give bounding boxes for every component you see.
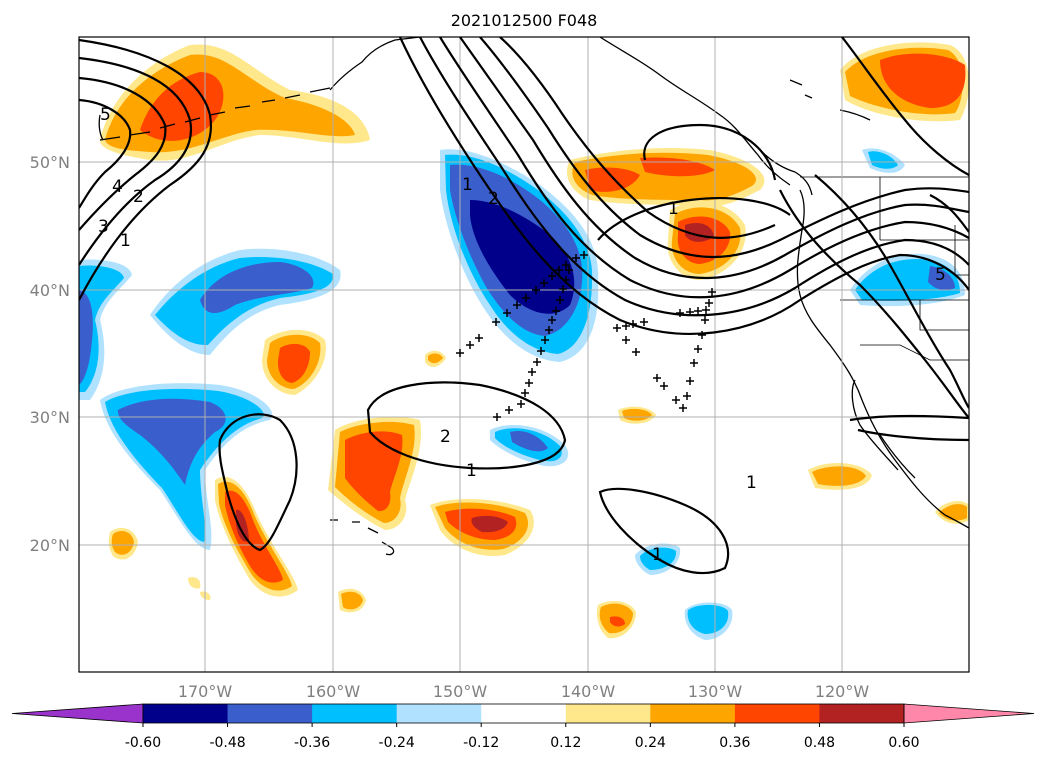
colorbar-ticks: -0.60 -0.48 -0.36 -0.24 -0.12 0.12 0.24 0.36 0.4… <box>125 723 920 751</box>
lat-label: 20°N <box>30 536 70 555</box>
lat-label: 50°N <box>30 153 70 172</box>
colorbar-tick-label: 0.24 <box>635 735 666 751</box>
lon-label: 120°W <box>815 682 870 701</box>
map-frame <box>78 36 970 673</box>
anomaly-shading <box>79 42 969 640</box>
lon-label: 170°W <box>178 682 233 701</box>
colorbar-tick-label: -0.36 <box>294 735 330 751</box>
colorbar-bin <box>819 704 905 723</box>
colorbar-frame <box>142 703 905 724</box>
contour-label: 2 <box>440 427 451 447</box>
contour-label: 1 <box>652 545 663 565</box>
colorbar-bin <box>650 704 736 723</box>
lon-label: 160°W <box>306 682 361 701</box>
contour-label: 1 <box>668 199 679 219</box>
contour-label: 1 <box>466 461 477 481</box>
colorbar-bin <box>481 704 567 723</box>
colorbar-bin <box>312 704 398 723</box>
colorbar-bin <box>565 704 651 723</box>
lat-label: 30°N <box>30 408 70 427</box>
map-area: 5 4 3 2 1 1 2 1 2 1 1 1 5 <box>79 37 969 672</box>
contour-label: 1 <box>462 175 473 195</box>
colorbar-extend-min <box>11 703 144 724</box>
colorbar-bin <box>734 704 820 723</box>
colorbar-bin <box>396 704 482 723</box>
contour-label: 3 <box>98 217 109 237</box>
colorbar-tick-label: -0.60 <box>125 735 161 751</box>
colorbar-bin <box>143 704 229 723</box>
colorbar-bin <box>227 704 313 723</box>
lon-label: 140°W <box>561 682 616 701</box>
colorbar-tick-label: 0.36 <box>719 735 750 751</box>
colorbar-tick-label: -0.48 <box>209 735 245 751</box>
colorbar-tick-label: 0.12 <box>550 735 581 751</box>
contour-labels: 5 4 3 2 1 1 2 1 2 1 1 1 5 <box>98 105 946 565</box>
lon-label: 130°W <box>688 682 743 701</box>
longitude-labels: 170°W 160°W 150°W 140°W 130°W 120°W <box>178 682 870 701</box>
height-contours <box>79 37 969 575</box>
lon-label: 150°W <box>433 682 488 701</box>
colorbar-extend-max <box>903 703 1035 724</box>
latitude-labels: 50°N 40°N 30°N 20°N <box>30 153 70 555</box>
colorbar-tick-label: -0.24 <box>379 735 415 751</box>
colorbar <box>11 703 1035 724</box>
colorbar-tick-label: -0.12 <box>463 735 499 751</box>
contour-label: 4 <box>112 177 123 197</box>
contour-label: 5 <box>935 265 946 285</box>
lat-label: 40°N <box>30 281 70 300</box>
contour-label: 5 <box>100 105 111 125</box>
map-title: 2021012500 F048 <box>451 11 598 30</box>
colorbar-tick-label: 0.60 <box>888 735 919 751</box>
colorbar-tick-label: 0.48 <box>804 735 835 751</box>
contour-label: 1 <box>120 231 131 251</box>
significance-markers <box>456 251 716 421</box>
contour-label: 2 <box>488 189 499 209</box>
contour-label: 1 <box>746 473 757 493</box>
contour-label: 2 <box>133 187 144 207</box>
